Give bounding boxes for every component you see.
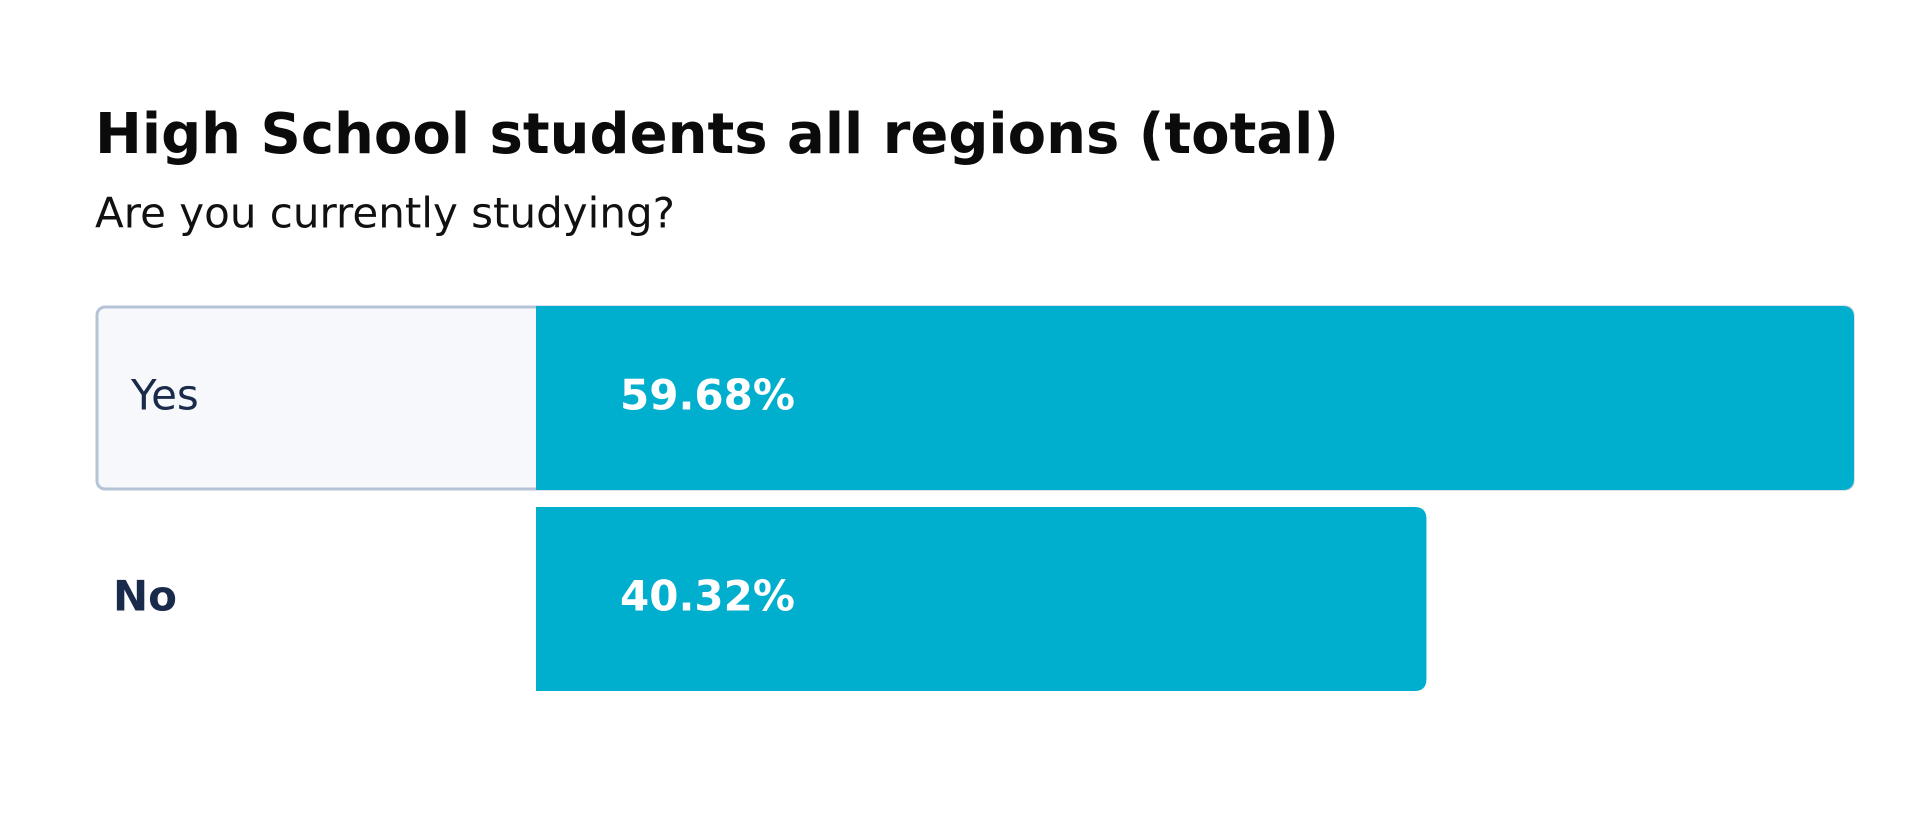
bar [536,306,1854,490]
chart-subtitle: Are you currently studying? [95,189,675,238]
bar [536,507,1427,691]
category-label: Yes [130,371,199,420]
value-label: 59.68% [620,371,795,420]
chart-title: High School students all regions (total) [95,102,1339,167]
category-label: No [113,572,177,621]
value-label: 40.32% [620,572,795,621]
